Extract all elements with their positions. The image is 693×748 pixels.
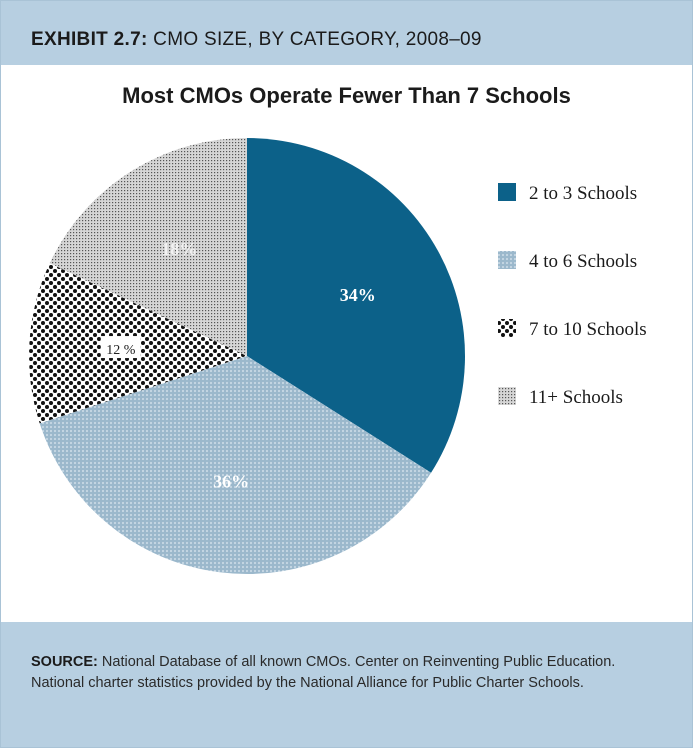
legend-label-7-to-10-schools: 7 to 10 Schools [529, 319, 647, 340]
slice-label-11-schools: 18% [161, 239, 197, 259]
slice-label-2-to-3-schools: 34% [340, 285, 376, 305]
pie-slice-11-schools [49, 138, 247, 356]
legend-swatch-7-to-10-schools [498, 319, 516, 337]
legend-swatch-4-to-6-schools [498, 251, 516, 269]
exhibit-title: CMO SIZE, BY CATEGORY, 2008–09 [153, 29, 482, 50]
source-text: National Database of all known CMOs. Cen… [31, 654, 616, 691]
exhibit-label: EXHIBIT 2.7: [31, 29, 148, 50]
source-label: SOURCE: [31, 654, 98, 670]
slice-label-backdrop [100, 336, 141, 359]
chart-title: Most CMOs Operate Fewer Than 7 Schools [122, 83, 571, 108]
legend-swatch-11-schools [498, 387, 516, 405]
pie-slice-4-to-6-schools [39, 356, 432, 574]
source-note: SOURCE: National Database of all known C… [31, 652, 667, 694]
legend-swatch-2-to-3-schools [498, 183, 516, 201]
legend-label-4-to-6-schools: 4 to 6 Schools [529, 251, 637, 272]
slice-label-7-to-10-schools: 12 % [106, 343, 136, 358]
pie-slice-2-to-3-schools [247, 138, 465, 473]
legend-label-11-schools: 11+ Schools [529, 387, 623, 408]
source-band [1, 622, 692, 747]
exhibit-heading: EXHIBIT 2.7: CMO SIZE, BY CATEGORY, 2008… [31, 29, 482, 51]
pie-chart: 34% 36% 12 % 18% 2 to 3 Schools 4 to 6 Schoo… [29, 138, 647, 574]
legend-label-2-to-3-schools: 2 to 3 Schools [529, 183, 637, 204]
exhibit-header [1, 1, 692, 65]
slice-label-4-to-6-schools: 36% [213, 471, 249, 491]
